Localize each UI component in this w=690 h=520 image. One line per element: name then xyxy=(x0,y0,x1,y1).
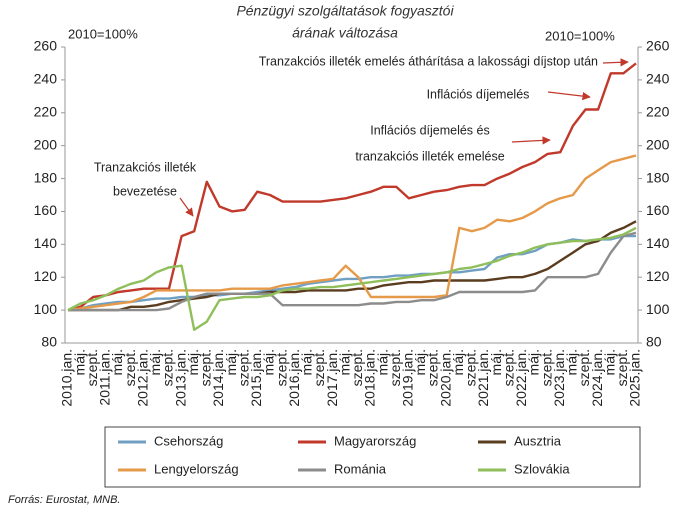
x-tick-label: máj. xyxy=(450,349,466,375)
series-line xyxy=(68,220,637,312)
x-tick-label: máj. xyxy=(299,349,315,375)
x-tick-label: szept. xyxy=(500,349,516,386)
x-tick-label: 2022.jan. xyxy=(513,349,529,407)
legend-label: Lengyelország xyxy=(154,461,239,476)
y2-tick-label: 240 xyxy=(646,71,670,87)
x-tick-label: 2017.jan. xyxy=(324,349,340,407)
arrow xyxy=(602,58,629,67)
x-tick-label: máj. xyxy=(109,349,125,375)
series-line xyxy=(67,62,637,312)
annotation: Inflációs díjemelés és xyxy=(370,123,490,137)
y2-tick-label: 120 xyxy=(646,268,670,284)
left-note: 2010=100% xyxy=(68,26,138,41)
x-tick-label: máj. xyxy=(261,349,277,375)
y2-tick-label: 220 xyxy=(646,103,670,119)
legend-box xyxy=(104,426,641,488)
y-tick-label: 120 xyxy=(34,268,58,284)
series-line xyxy=(67,234,636,312)
x-tick-label: 2013.jan. xyxy=(172,349,188,407)
source: Forrás: Eurostat, MNB. xyxy=(8,494,120,506)
x-tick-label: 2020.jan. xyxy=(437,349,453,407)
y2-tick-label: 80 xyxy=(646,334,662,350)
x-tick-label: szept. xyxy=(387,349,403,386)
y-tick-label: 100 xyxy=(34,301,58,317)
x-tick-label: szept. xyxy=(425,349,441,386)
y-tick-label: 200 xyxy=(34,136,58,152)
x-tick-label: máj. xyxy=(412,349,428,375)
series-line xyxy=(67,154,637,312)
x-tick-label: 2025.jan. xyxy=(627,349,643,407)
y-tick-label: 140 xyxy=(34,235,58,251)
x-tick-label: szept. xyxy=(273,349,289,386)
x-tick-label: máj. xyxy=(336,349,352,375)
x-tick-label: szept. xyxy=(311,349,327,386)
legend-label: Magyarország xyxy=(334,433,416,448)
x-tick-label: máj. xyxy=(147,349,163,375)
x-tick-label: 2023.jan. xyxy=(551,349,567,407)
x-tick-label: szept. xyxy=(463,349,479,386)
x-tick-label: szept. xyxy=(576,349,592,386)
right-note: 2010=100% xyxy=(545,28,615,43)
chart-title: Pénzügyi szolgáltatások fogyasztói xyxy=(236,3,454,19)
x-tick-label: szept. xyxy=(198,349,214,386)
arrow xyxy=(179,197,194,217)
x-tick-label: szept. xyxy=(614,349,630,386)
x-tick-label: 2024.jan. xyxy=(589,349,605,407)
legend-label: Ausztria xyxy=(514,433,562,448)
x-tick-label: szept. xyxy=(349,349,365,386)
x-tick-label: szept. xyxy=(538,349,554,386)
arrow xyxy=(547,91,591,101)
x-tick-label: máj. xyxy=(71,349,87,375)
x-tick-label: szept. xyxy=(84,349,100,386)
x-tick-label: 2014.jan. xyxy=(210,349,226,407)
y2-tick-label: 200 xyxy=(646,136,670,152)
y2-tick-label: 180 xyxy=(646,169,670,185)
x-tick-label: szept. xyxy=(235,349,251,386)
series-line xyxy=(68,231,637,312)
x-tick-label: 2019.jan. xyxy=(400,349,416,407)
arrow xyxy=(511,136,551,145)
x-tick-label: máj. xyxy=(526,349,542,375)
chart-title: árának változása xyxy=(292,25,398,41)
x-tick-label: 2015.jan. xyxy=(248,349,264,407)
annotation: Tranzakciós illeték emelés áthárítása a … xyxy=(259,54,598,68)
y2-tick-label: 140 xyxy=(646,235,670,251)
x-tick-label: szept. xyxy=(160,349,176,386)
x-tick-label: máj. xyxy=(564,349,580,375)
annotation: bevezetése xyxy=(113,184,177,198)
y-tick-label: 80 xyxy=(41,334,57,350)
y-tick-label: 180 xyxy=(34,169,58,185)
y-tick-label: 240 xyxy=(34,71,58,87)
annotation: Tranzakciós illeték xyxy=(94,160,197,174)
y2-tick-label: 260 xyxy=(646,38,670,54)
annotation: tranzakciós illeték emelése xyxy=(355,149,504,163)
y-tick-label: 220 xyxy=(34,103,58,119)
x-tick-label: máj. xyxy=(185,349,201,375)
x-tick-label: máj. xyxy=(601,349,617,375)
x-tick-label: máj. xyxy=(223,349,239,375)
x-tick-label: 2016.jan. xyxy=(286,349,302,407)
x-tick-label: 2018.jan. xyxy=(362,349,378,407)
x-tick-label: szept. xyxy=(122,349,138,386)
x-tick-label: 2012.jan. xyxy=(134,349,150,407)
x-tick-label: máj. xyxy=(374,349,390,375)
legend-label: Csehország xyxy=(154,433,223,448)
x-tick-label: 2021.jan. xyxy=(475,349,491,407)
series-line xyxy=(67,226,637,331)
annotation: Inflációs díjemelés xyxy=(427,87,530,101)
y2-tick-label: 160 xyxy=(646,202,670,218)
legend-label: Szlovákia xyxy=(514,461,570,476)
x-tick-label: 2010.jan. xyxy=(59,349,75,407)
y-tick-label: 260 xyxy=(34,38,58,54)
x-tick-label: máj. xyxy=(488,349,504,375)
y2-tick-label: 100 xyxy=(646,301,670,317)
legend-label: Románia xyxy=(334,461,387,476)
y-tick-label: 160 xyxy=(34,202,58,218)
x-tick-label: 2011.jan. xyxy=(97,349,113,406)
